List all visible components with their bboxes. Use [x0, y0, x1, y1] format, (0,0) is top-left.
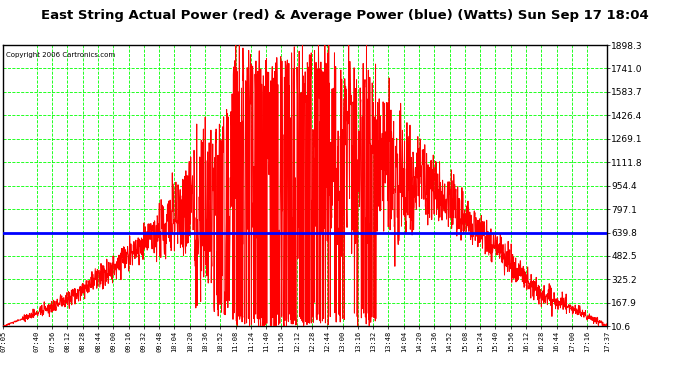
Text: Copyright 2006 Cartronics.com: Copyright 2006 Cartronics.com [6, 52, 116, 58]
Text: East String Actual Power (red) & Average Power (blue) (Watts) Sun Sep 17 18:04: East String Actual Power (red) & Average… [41, 9, 649, 22]
